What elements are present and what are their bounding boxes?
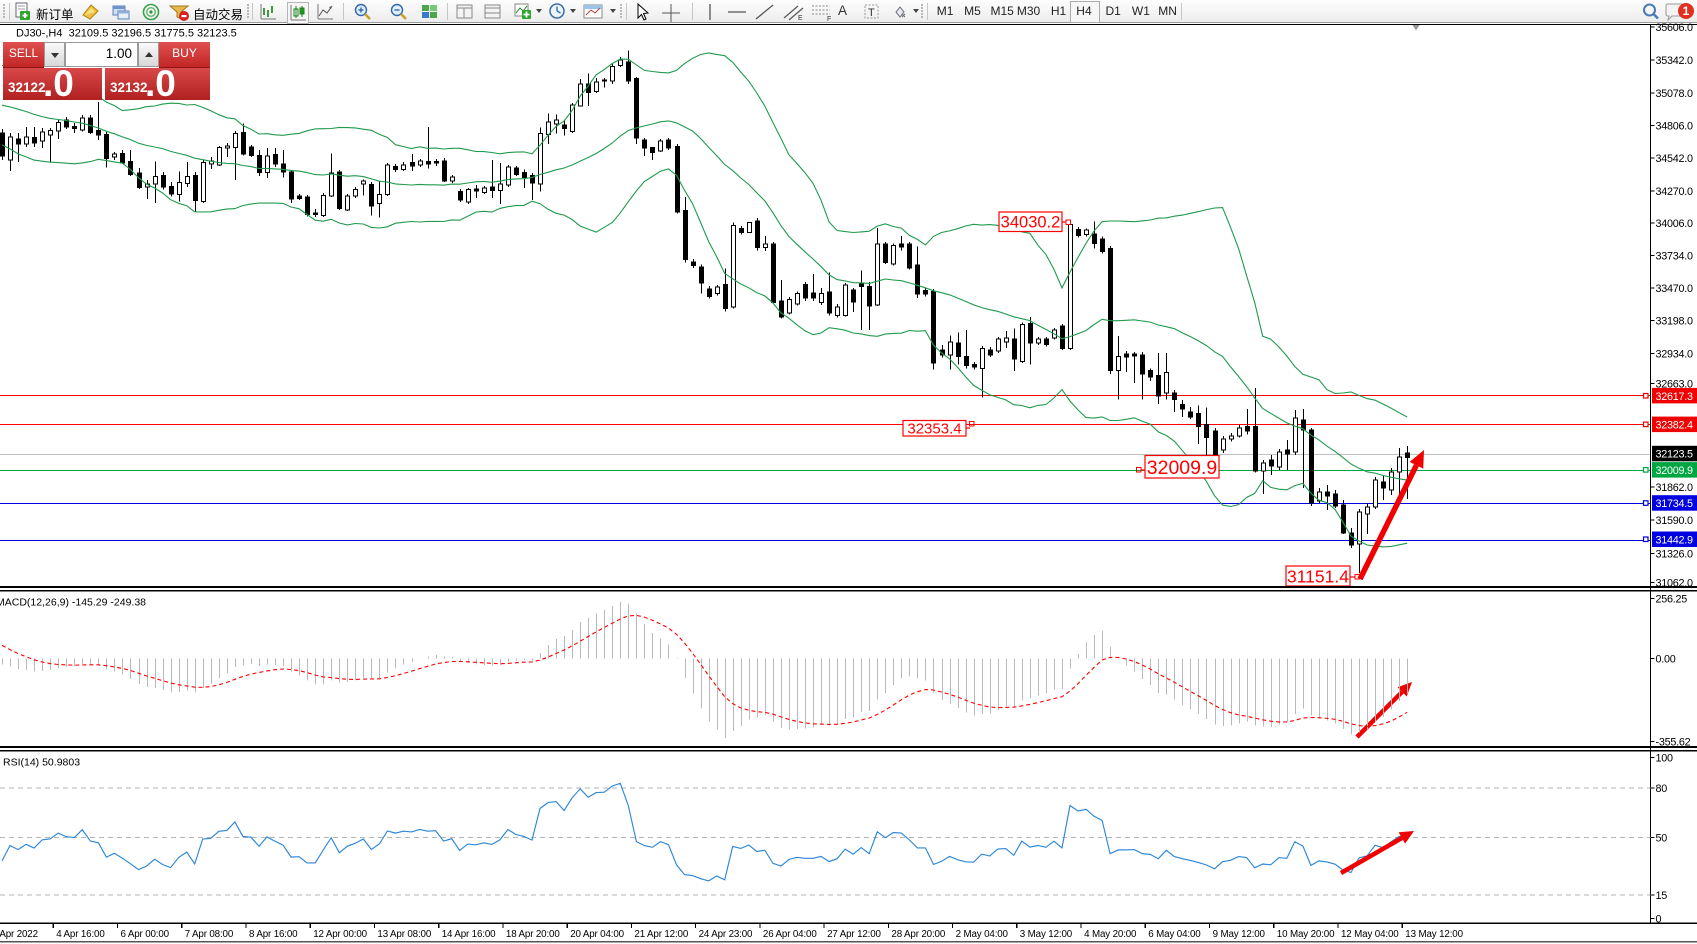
svg-text:26 Apr 04:00: 26 Apr 04:00 — [763, 929, 817, 940]
svg-text:34542.0: 34542.0 — [1656, 153, 1694, 165]
svg-text:31442.9: 31442.9 — [1656, 534, 1694, 546]
svg-text:DJ30-,H4 32109.5 32196.5 3177: DJ30-,H4 32109.5 32196.5 31775.5 32123.5 — [16, 28, 237, 40]
svg-text:4 May 20:00: 4 May 20:00 — [1084, 929, 1137, 940]
svg-text:32663.0: 32663.0 — [1656, 379, 1694, 391]
svg-text:100: 100 — [1656, 753, 1674, 765]
svg-text:34806.0: 34806.0 — [1656, 121, 1694, 133]
svg-text:32617.3: 32617.3 — [1656, 391, 1694, 403]
svg-text:14 Apr 16:00: 14 Apr 16:00 — [442, 929, 496, 940]
svg-text:18 Apr 20:00: 18 Apr 20:00 — [506, 929, 560, 940]
svg-text:1: 1 — [1683, 4, 1690, 18]
svg-text:31590.0: 31590.0 — [1656, 515, 1694, 527]
svg-text:13 May 12:00: 13 May 12:00 — [1405, 929, 1463, 940]
svg-text:8 Apr 16:00: 8 Apr 16:00 — [249, 929, 298, 940]
svg-text:35606.0: 35606.0 — [1656, 22, 1694, 34]
svg-text:32123.5: 32123.5 — [1656, 449, 1694, 461]
svg-text:12 May 04:00: 12 May 04:00 — [1341, 929, 1399, 940]
svg-text:6 May 04:00: 6 May 04:00 — [1148, 929, 1201, 940]
svg-text:35342.0: 35342.0 — [1656, 55, 1694, 67]
svg-text:34006.0: 34006.0 — [1656, 218, 1694, 230]
svg-text:15: 15 — [1656, 890, 1668, 902]
svg-text:31862.0: 31862.0 — [1656, 482, 1694, 494]
svg-text:13 Apr 08:00: 13 Apr 08:00 — [377, 929, 431, 940]
svg-text:6 Apr 00:00: 6 Apr 00:00 — [121, 929, 170, 940]
svg-text:3 May 12:00: 3 May 12:00 — [1020, 929, 1073, 940]
svg-text:32934.0: 32934.0 — [1656, 349, 1694, 361]
svg-text:256.25: 256.25 — [1656, 594, 1688, 606]
svg-text:34030.2: 34030.2 — [1001, 214, 1061, 232]
svg-text:-355.62: -355.62 — [1656, 737, 1691, 749]
svg-text:F: F — [827, 16, 831, 22]
svg-text:10 May 20:00: 10 May 20:00 — [1277, 929, 1335, 940]
svg-text:33734.0: 33734.0 — [1656, 251, 1694, 263]
svg-text:33470.0: 33470.0 — [1656, 283, 1694, 295]
svg-text:31326.0: 31326.0 — [1656, 549, 1694, 561]
svg-text:32009.9: 32009.9 — [1656, 465, 1694, 477]
svg-text:2 May 04:00: 2 May 04:00 — [956, 929, 1009, 940]
svg-text:E: E — [798, 15, 803, 22]
svg-text:34270.0: 34270.0 — [1656, 186, 1694, 198]
svg-text:32009.9: 32009.9 — [1147, 457, 1218, 479]
svg-text:33198.0: 33198.0 — [1656, 316, 1694, 328]
svg-text:MACD(12,26,9) -145.29 -249.38: MACD(12,26,9) -145.29 -249.38 — [0, 597, 146, 609]
svg-text:31062.0: 31062.0 — [1656, 578, 1694, 590]
svg-text:35078.0: 35078.0 — [1656, 88, 1694, 100]
svg-text:RSI(14) 50.9803: RSI(14) 50.9803 — [3, 757, 80, 769]
svg-text:9 May 12:00: 9 May 12:00 — [1213, 929, 1266, 940]
svg-text:T: T — [868, 7, 875, 19]
svg-text:80: 80 — [1656, 783, 1668, 795]
svg-text:20 Apr 04:00: 20 Apr 04:00 — [570, 929, 624, 940]
svg-text:28 Apr 20:00: 28 Apr 20:00 — [891, 929, 945, 940]
svg-text:24 Apr 23:00: 24 Apr 23:00 — [699, 929, 753, 940]
svg-text:0: 0 — [1656, 914, 1662, 926]
svg-text:31151.4: 31151.4 — [1287, 566, 1349, 586]
svg-text:4 Apr 16:00: 4 Apr 16:00 — [56, 929, 105, 940]
svg-text:32353.4: 32353.4 — [907, 421, 961, 438]
svg-text:50: 50 — [1656, 833, 1668, 845]
svg-text:21 Apr 12:00: 21 Apr 12:00 — [634, 929, 688, 940]
svg-text:1 Apr 2022: 1 Apr 2022 — [0, 929, 38, 940]
svg-text:7 Apr 08:00: 7 Apr 08:00 — [185, 929, 234, 940]
svg-text:0.00: 0.00 — [1656, 654, 1676, 666]
svg-text:27 Apr 12:00: 27 Apr 12:00 — [827, 929, 881, 940]
svg-text:32382.4: 32382.4 — [1656, 420, 1694, 432]
svg-text:12 Apr 00:00: 12 Apr 00:00 — [313, 929, 367, 940]
svg-text:31734.5: 31734.5 — [1656, 498, 1694, 510]
